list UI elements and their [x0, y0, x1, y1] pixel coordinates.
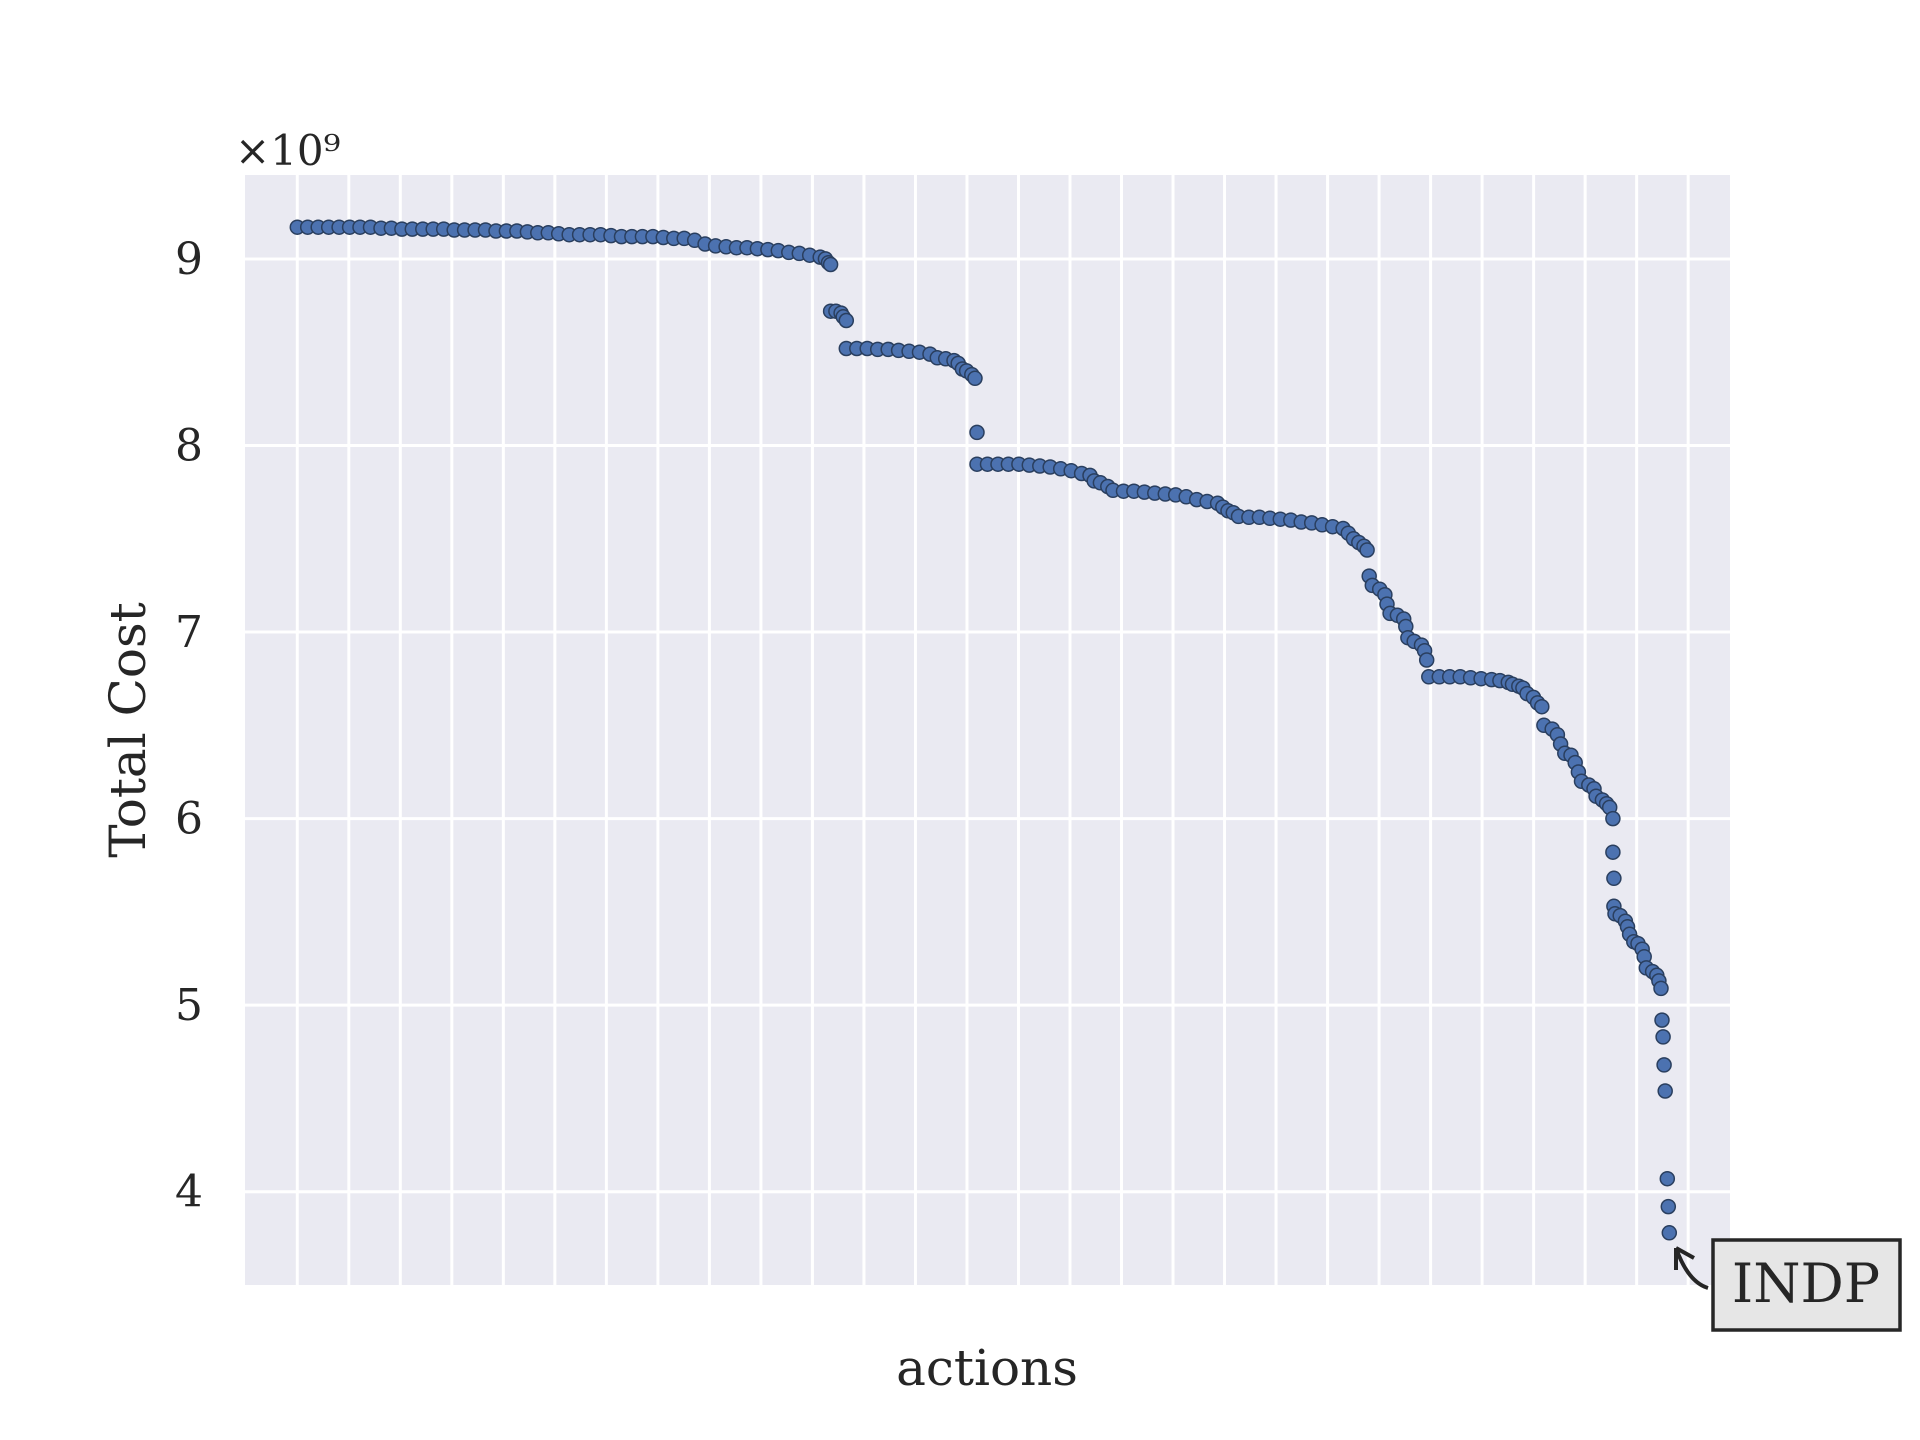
data-point — [1661, 1225, 1678, 1241]
data-point — [1606, 870, 1622, 887]
y-tick-label: 4 — [175, 1167, 203, 1218]
data-point — [1657, 1083, 1673, 1099]
indp-annotation: INDP — [1674, 1238, 1902, 1332]
x-axis-title: actions — [896, 1339, 1078, 1397]
data-point — [1656, 1057, 1672, 1073]
data-point — [838, 312, 855, 329]
data-point — [1534, 698, 1550, 715]
data-point — [1418, 652, 1435, 668]
y-tick-labels: 4 5 6 7 8 9 — [175, 234, 203, 1218]
data-points — [289, 219, 1678, 1241]
plot-background — [245, 175, 1730, 1285]
annotation-box — [1711, 1238, 1902, 1332]
data-point — [822, 256, 839, 273]
y-tick-label: 8 — [175, 421, 203, 472]
y-tick-label: 5 — [175, 980, 203, 1031]
data-point — [1654, 1012, 1670, 1028]
data-point — [1605, 844, 1621, 860]
data-point — [969, 424, 985, 441]
y-axis-title: Total Cost — [99, 602, 157, 857]
data-point — [1605, 810, 1621, 827]
grid-lines — [245, 175, 1730, 1285]
y-offset-label: ×10⁹ — [235, 126, 340, 175]
data-point — [967, 370, 983, 387]
data-point — [1660, 1198, 1677, 1215]
y-tick-label: 6 — [175, 794, 203, 845]
y-tick-label: 7 — [175, 607, 203, 658]
y-tick-label: 9 — [175, 234, 203, 285]
data-point — [1359, 542, 1375, 558]
data-point — [1655, 1029, 1671, 1045]
annotation-label: INDP — [1732, 1252, 1880, 1315]
data-point — [1659, 1170, 1676, 1187]
annotation-arrow — [1674, 1246, 1709, 1290]
data-point — [1653, 980, 1669, 997]
